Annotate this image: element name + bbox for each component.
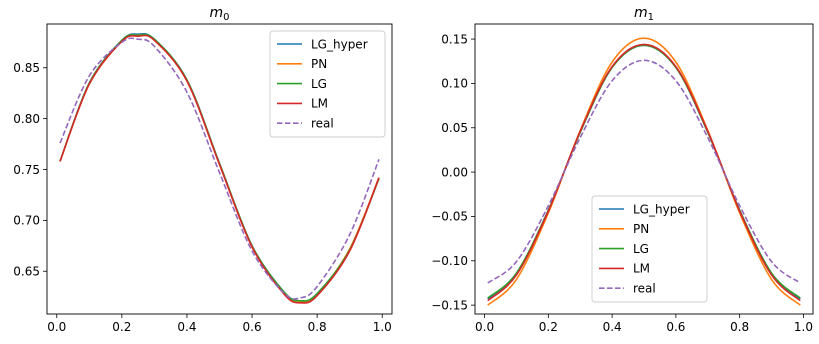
x-tick-label: 0.6 bbox=[243, 320, 262, 334]
legend-label: PN bbox=[633, 222, 649, 236]
y-tick-label: 0.05 bbox=[441, 121, 468, 135]
legend-label: PN bbox=[311, 57, 327, 71]
x-tick-label: 1.0 bbox=[373, 320, 392, 334]
x-tick-label: 1.0 bbox=[794, 320, 813, 334]
chart-title: m1 bbox=[634, 5, 654, 23]
x-tick-label: 0.0 bbox=[475, 320, 494, 334]
y-tick-label: 0.80 bbox=[13, 112, 40, 126]
legend-label: LG_hyper bbox=[311, 37, 368, 51]
series-line-lm bbox=[59, 34, 380, 304]
axes-frame bbox=[474, 23, 814, 315]
legend-label: LG bbox=[311, 77, 327, 91]
series-line-real bbox=[59, 37, 380, 300]
legend: LG_hyper PN LG LM real bbox=[269, 30, 386, 138]
legend: LG_hyper PN LG LM real bbox=[591, 195, 708, 303]
x-tick-label: 0.2 bbox=[112, 320, 131, 334]
y-tick-label: 0.65 bbox=[13, 265, 40, 279]
y-tick-label: 0.70 bbox=[13, 214, 40, 228]
legend-label: real bbox=[311, 117, 334, 131]
legend-label: LM bbox=[633, 262, 650, 276]
legend-label: LM bbox=[311, 97, 328, 111]
series-lines bbox=[487, 37, 801, 306]
x-tick-label: 0.2 bbox=[539, 320, 558, 334]
y-tick-label: 0.75 bbox=[13, 163, 40, 177]
y-tick-label: −0.05 bbox=[431, 210, 468, 224]
x-tick-label: 0.8 bbox=[730, 320, 749, 334]
y-tick-label: −0.15 bbox=[431, 298, 468, 312]
series-line-lm bbox=[487, 43, 801, 302]
x-tick-label: 0.0 bbox=[47, 320, 66, 334]
series-lines bbox=[59, 32, 380, 304]
y-tick-label: 0.15 bbox=[441, 32, 468, 46]
legend-label: LG bbox=[633, 242, 649, 256]
legend-label: LG_hyper bbox=[633, 202, 690, 216]
x-tick-label: 0.4 bbox=[177, 320, 196, 334]
panel-m0: 0.0 0.2 0.4 0.6 0.8 1.0 0.65 0.70 0.75 0.80 0.85 m0… bbox=[13, 5, 393, 334]
panel-m1: 0.0 0.2 0.4 0.6 0.8 1.0 −0.15 −0.10 −0.05 0.00 0.0… bbox=[431, 5, 814, 334]
series-line-pn bbox=[487, 37, 801, 306]
chart-title: m0 bbox=[209, 5, 229, 23]
y-tick-label: 0.10 bbox=[441, 77, 468, 91]
legend-label: real bbox=[633, 282, 656, 296]
y-tick-label: 0.00 bbox=[441, 165, 468, 179]
series-line-real bbox=[487, 59, 801, 284]
axes-frame bbox=[46, 23, 393, 315]
y-tick-label: −0.10 bbox=[431, 254, 468, 268]
legend-box bbox=[591, 195, 708, 303]
x-tick-label: 0.6 bbox=[666, 320, 685, 334]
x-tick-label: 0.8 bbox=[308, 320, 327, 334]
x-tick-label: 0.4 bbox=[603, 320, 622, 334]
y-tick-label: 0.85 bbox=[13, 61, 40, 75]
legend-box bbox=[269, 30, 386, 138]
